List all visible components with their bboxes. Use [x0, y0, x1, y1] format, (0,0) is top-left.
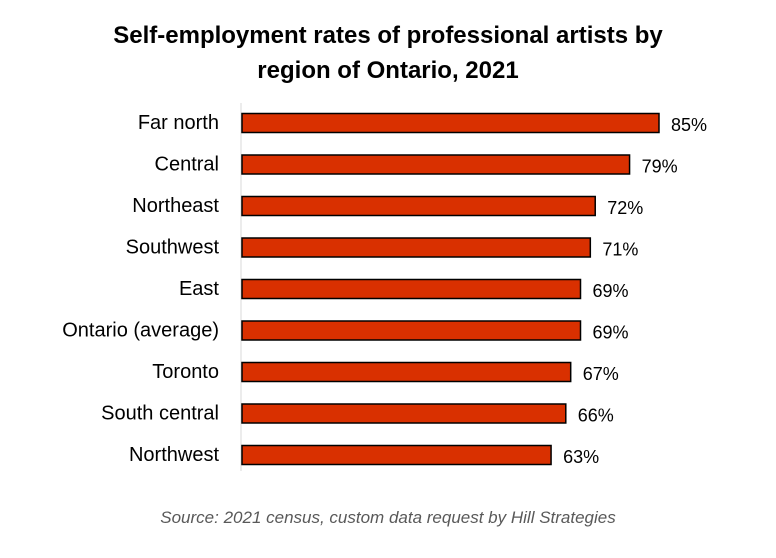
category-label: Ontario (average): [62, 320, 219, 342]
bar: [241, 154, 631, 175]
data-label: 63%: [563, 447, 599, 467]
bar: [241, 361, 572, 383]
category-label: South central: [101, 403, 219, 425]
bar: [241, 444, 552, 466]
category-label: Northwest: [129, 444, 219, 466]
category-label: Northeast: [132, 195, 219, 217]
category-label: Southwest: [126, 237, 220, 259]
chart-title: Self-employment rates of professional ar…: [0, 18, 776, 88]
data-label: 66%: [578, 406, 614, 426]
data-label: 69%: [593, 281, 629, 301]
bar: [241, 112, 660, 134]
category-label: East: [179, 278, 219, 300]
bar: [241, 278, 582, 300]
bar: [241, 403, 567, 424]
data-label: 69%: [593, 323, 629, 343]
chart-title-line-2: region of Ontario, 2021: [257, 57, 519, 84]
bar: [241, 237, 592, 258]
data-label: 72%: [607, 198, 643, 218]
data-label: 71%: [602, 240, 638, 260]
source-note: Source: 2021 census, custom data request…: [160, 508, 616, 527]
category-label: Far north: [138, 112, 219, 134]
bar: [241, 195, 596, 217]
category-label: Toronto: [152, 361, 219, 383]
data-label: 67%: [583, 364, 619, 384]
chart-title-line-1: Self-employment rates of professional ar…: [113, 22, 663, 49]
data-label: 79%: [642, 157, 678, 177]
bar: [241, 320, 582, 341]
data-label: 85%: [671, 115, 707, 135]
category-label: Central: [155, 154, 219, 176]
